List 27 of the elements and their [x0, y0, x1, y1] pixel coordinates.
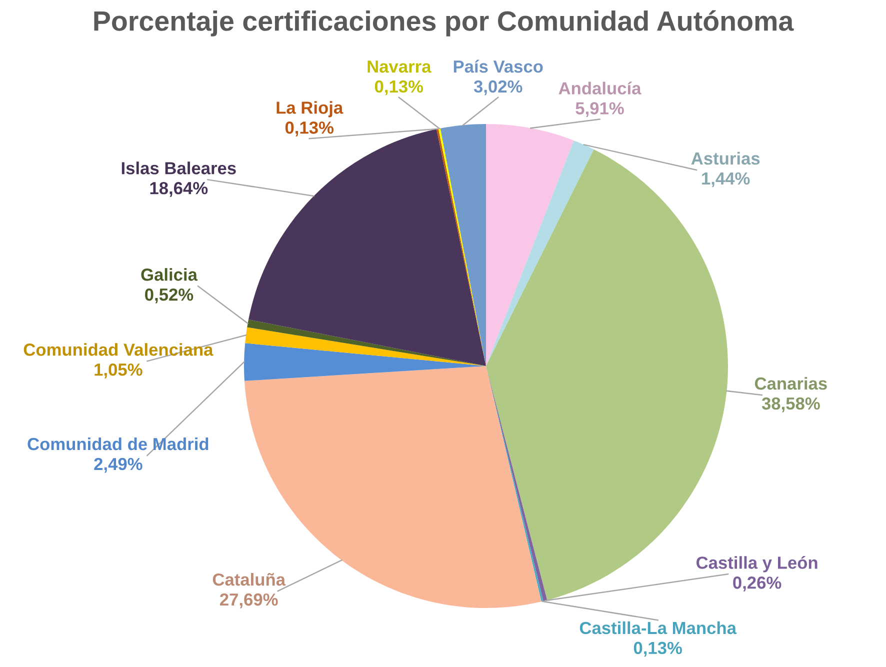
slice-label: Castilla y León	[696, 556, 818, 572]
data-label: 0,13%	[634, 642, 682, 657]
data-label: 1,05%	[94, 364, 142, 378]
data-label: 27,69%	[220, 593, 278, 608]
slice-label: Islas Baleares	[122, 162, 236, 174]
slice-label: Asturias	[691, 152, 760, 165]
slice-label: País Vasco	[454, 60, 543, 73]
slice-label: Navarra	[368, 60, 432, 73]
data-label: 18,64%	[150, 182, 208, 197]
data-label: 38,58%	[762, 397, 820, 412]
slice-label: Canarias	[754, 376, 827, 390]
data-label: 0,13%	[285, 122, 334, 136]
slice-label: Comunidad de Madrid	[28, 437, 208, 450]
data-label: 3,02%	[474, 80, 522, 96]
slice-label: Comunidad Valenciana	[24, 343, 214, 356]
data-label: 2,49%	[94, 458, 142, 473]
data-label: 0,13%	[374, 80, 424, 96]
data-label: 1,44%	[702, 172, 750, 188]
slice-label: Andalucía	[558, 82, 642, 94]
slice-label: Galicia	[141, 268, 198, 281]
slice-label: La Rioja	[276, 101, 344, 118]
data-label: 5,91%	[576, 102, 624, 117]
chart-title: Porcentaje certificaciones por Comunidad Autónoma	[94, 10, 794, 36]
data-label: 0,52%	[145, 288, 194, 304]
slice-label: Castilla-La Mancha	[580, 621, 737, 634]
data-label: 0,26%	[733, 576, 782, 592]
slice-label: Cataluña	[212, 572, 286, 586]
